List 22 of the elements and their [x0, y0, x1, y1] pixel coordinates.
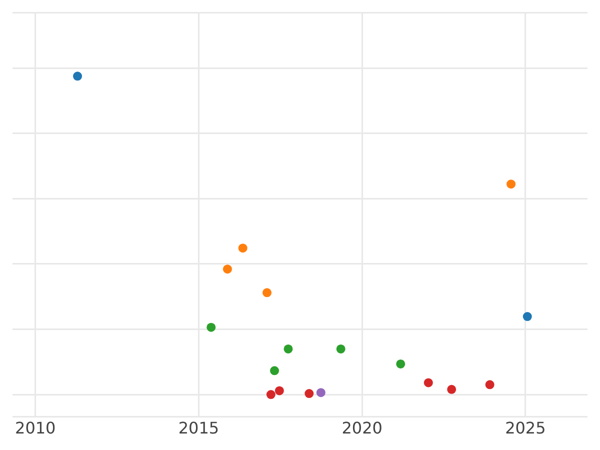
point — [238, 244, 248, 253]
point — [270, 366, 280, 376]
point — [262, 288, 272, 298]
point — [424, 378, 433, 388]
point — [222, 264, 232, 274]
point — [304, 389, 314, 398]
point — [396, 359, 406, 368]
x-tick-label: 2025 — [505, 418, 546, 438]
point — [73, 72, 82, 81]
point — [522, 312, 532, 322]
point — [506, 180, 516, 189]
point — [336, 344, 346, 354]
point — [485, 380, 494, 390]
point — [316, 388, 326, 398]
x-tick-label: 2010 — [15, 418, 56, 438]
x-tick-label: 2015 — [178, 418, 220, 438]
point — [206, 322, 216, 332]
point — [266, 390, 276, 400]
point — [284, 344, 293, 354]
point — [274, 386, 284, 396]
point — [447, 384, 456, 394]
x-tick-label: 2020 — [342, 418, 382, 438]
